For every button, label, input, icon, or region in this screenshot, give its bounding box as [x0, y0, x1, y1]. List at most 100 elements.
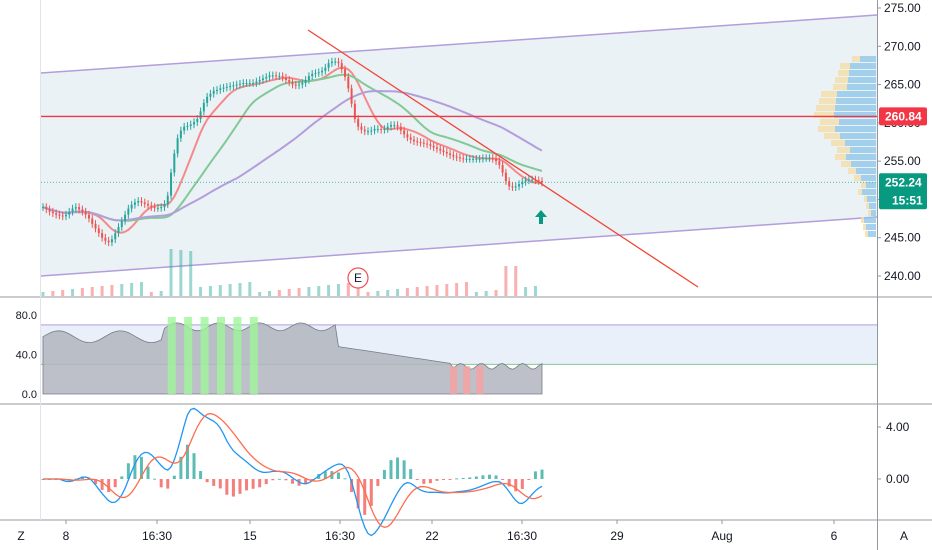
- candle-body: [153, 207, 156, 209]
- volume-bar: [474, 292, 478, 296]
- candle-body: [518, 184, 521, 187]
- candle-body: [357, 119, 360, 127]
- macd-histogram-bar: [501, 479, 505, 480]
- volume-bar: [199, 287, 203, 296]
- candle-body: [94, 223, 97, 229]
- candle-body: [416, 141, 419, 143]
- profile-bar-down: [819, 98, 836, 104]
- candle-body: [301, 83, 304, 85]
- candle-body: [258, 79, 261, 82]
- candle-body: [347, 76, 350, 89]
- volume-bar: [346, 283, 350, 296]
- profile-bar-up: [850, 63, 876, 69]
- macd-line: [43, 407, 543, 537]
- candle-body: [127, 208, 130, 215]
- profile-bar-down: [866, 203, 869, 209]
- z-button[interactable]: Z: [17, 529, 24, 543]
- candle-body: [202, 102, 205, 112]
- volume-bar: [376, 291, 380, 296]
- volume-bar: [80, 288, 84, 296]
- macd-histogram-bar: [428, 479, 432, 484]
- candle-body: [114, 233, 117, 240]
- profile-bar-down: [868, 210, 871, 216]
- candle-body: [419, 142, 422, 143]
- candle-body: [189, 124, 192, 126]
- candle-body: [71, 208, 74, 212]
- candle-body: [101, 233, 104, 238]
- z-button-label: Z: [17, 529, 24, 543]
- profile-bar-up: [866, 182, 876, 188]
- macd-histogram-bar: [153, 478, 157, 480]
- a-button[interactable]: A: [900, 529, 908, 543]
- candle-body: [491, 158, 494, 160]
- macd-tick-label: 0.00: [886, 472, 910, 486]
- macd-histogram-bar: [461, 477, 465, 479]
- volume-bar: [51, 291, 55, 296]
- profile-bar-up: [860, 56, 876, 62]
- candle-body: [524, 180, 527, 182]
- price-overlays[interactable]: E: [41, 29, 877, 289]
- profile-bar-down: [831, 140, 845, 146]
- macd-histogram-bar: [350, 479, 354, 493]
- macd-histogram-bar: [540, 469, 544, 479]
- macd-histogram-bar: [494, 475, 498, 479]
- candle-body: [475, 158, 478, 160]
- volume-bar: [218, 285, 222, 296]
- candle-body: [353, 103, 356, 120]
- price-axis[interactable]: 275.00270.00265.00260.00255.00250.00245.…: [877, 1, 927, 283]
- macd-histogram-bar: [402, 460, 406, 479]
- profile-bar-up: [851, 161, 876, 167]
- profile-bar-down: [848, 168, 856, 174]
- candle-body: [465, 158, 468, 160]
- candle-body: [429, 144, 432, 146]
- candle-body: [452, 155, 455, 157]
- time-tick-label: 16:30: [325, 529, 355, 543]
- ma-fast-line: [42, 66, 543, 234]
- profile-bar-up: [867, 196, 876, 202]
- candle-body: [252, 83, 255, 85]
- current-badge-bg: [879, 173, 927, 210]
- candle-body: [275, 75, 278, 77]
- descending-trendline: [307, 29, 699, 288]
- profile-bar-up: [864, 217, 876, 223]
- candle-body: [97, 228, 100, 234]
- profile-bar-down: [835, 77, 848, 83]
- candle-body: [521, 181, 524, 185]
- candle-body: [399, 126, 402, 131]
- profile-bar-up: [848, 77, 876, 83]
- profile-bar-up: [868, 231, 876, 237]
- profile-bar-up: [856, 168, 876, 174]
- candle-body: [284, 77, 287, 80]
- oscillator-tick-label: 40.0: [16, 349, 37, 361]
- candle-body: [48, 209, 51, 212]
- candle-body: [206, 96, 209, 103]
- oscillator-weak-bar: [476, 366, 484, 394]
- parallel-channel[interactable]: [40, 14, 878, 277]
- macd-histogram-bar: [120, 476, 124, 479]
- volume-bar: [277, 290, 281, 296]
- profile-bar-down: [858, 189, 862, 195]
- time-tick-label: 16:30: [507, 529, 537, 543]
- volume-bar: [297, 288, 301, 296]
- current-price-label: 252.24: [885, 175, 922, 189]
- candle-body: [91, 218, 94, 224]
- macd-histogram-bar: [527, 479, 531, 480]
- macd-histogram-bar: [435, 479, 439, 481]
- candle-body: [209, 93, 212, 97]
- candle-body: [445, 151, 448, 154]
- candle-body: [196, 119, 199, 123]
- candle-body: [396, 125, 399, 127]
- macd-tick-label: 4.00: [886, 420, 910, 434]
- time-axis[interactable]: 8 16:30 15 16:30 22 16:30 29 Aug 6: [63, 520, 838, 543]
- candle-body: [426, 143, 429, 145]
- macd-histogram-bar: [363, 479, 367, 515]
- candle-body: [367, 131, 370, 133]
- macd-histogram-bar: [146, 466, 150, 479]
- macd-histogram-bar: [159, 479, 163, 488]
- candle-body: [439, 148, 442, 151]
- profile-bar-up: [869, 203, 876, 209]
- candle-body: [462, 158, 465, 160]
- macd-histogram-bar: [271, 479, 275, 481]
- candle-body: [281, 76, 284, 78]
